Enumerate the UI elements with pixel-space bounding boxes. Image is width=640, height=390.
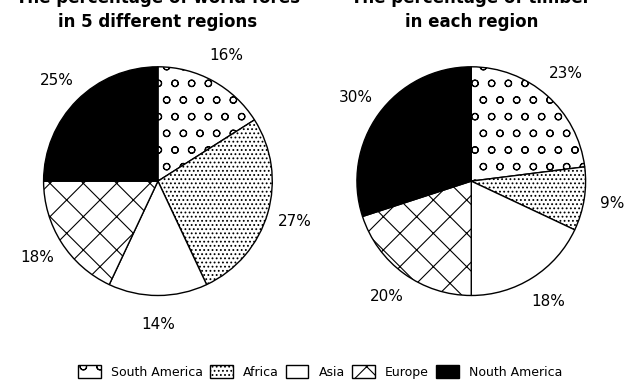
Text: 25%: 25% <box>40 73 74 88</box>
Title: The percentage of timber
in each region: The percentage of timber in each region <box>351 0 591 31</box>
Text: 23%: 23% <box>548 66 583 82</box>
Wedge shape <box>158 67 255 181</box>
Text: 16%: 16% <box>210 48 244 64</box>
Text: 18%: 18% <box>531 294 564 309</box>
Text: 9%: 9% <box>600 196 625 211</box>
Wedge shape <box>44 181 158 285</box>
Wedge shape <box>471 167 586 230</box>
Legend: South America, Africa, Asia, Europe, Nouth America: South America, Africa, Asia, Europe, Nou… <box>73 360 567 384</box>
Wedge shape <box>471 67 585 181</box>
Text: 20%: 20% <box>371 289 404 304</box>
Text: 27%: 27% <box>278 213 312 229</box>
Wedge shape <box>362 181 471 296</box>
Wedge shape <box>109 181 207 296</box>
Text: 18%: 18% <box>20 250 54 265</box>
Text: 14%: 14% <box>141 317 175 332</box>
Title: The percentage of world fores
in 5 different regions: The percentage of world fores in 5 diffe… <box>16 0 300 31</box>
Wedge shape <box>357 67 471 216</box>
Wedge shape <box>44 67 158 181</box>
Wedge shape <box>158 120 272 285</box>
Wedge shape <box>471 181 575 296</box>
Text: 30%: 30% <box>339 90 372 105</box>
